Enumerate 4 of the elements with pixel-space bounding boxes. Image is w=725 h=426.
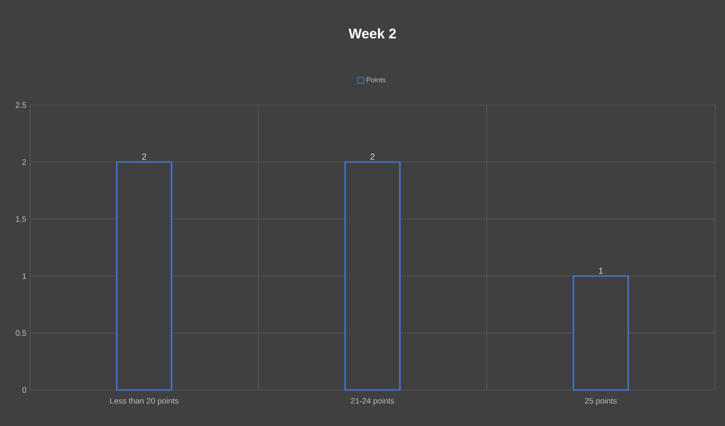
data-label: 1: [599, 268, 603, 274]
data-label: 2: [370, 154, 375, 160]
chart-title: Week 2: [348, 28, 396, 39]
data-label: 2: [142, 154, 146, 160]
